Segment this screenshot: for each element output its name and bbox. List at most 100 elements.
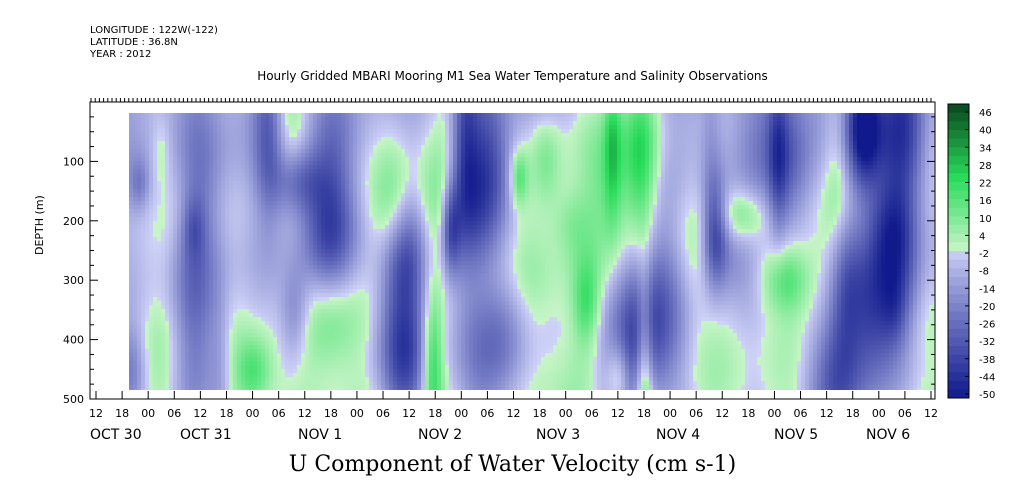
heatmap-cell: [269, 325, 273, 329]
heatmap-cell: [145, 381, 149, 385]
heatmap-cell: [193, 213, 197, 217]
heatmap-cell: [385, 261, 389, 265]
heatmap-cell: [401, 337, 405, 341]
heatmap-cell: [401, 369, 405, 373]
heatmap-cell: [193, 141, 197, 145]
heatmap-cell: [129, 153, 133, 157]
heatmap-cell: [213, 309, 217, 313]
heatmap-cell: [405, 389, 409, 390]
heatmap-cell: [269, 141, 273, 145]
heatmap-cell: [405, 373, 409, 377]
heatmap-cell: [369, 149, 373, 153]
heatmap-cell: [221, 289, 225, 293]
heatmap-cell: [241, 149, 245, 153]
heatmap-cell: [305, 285, 309, 289]
heatmap-cell: [177, 185, 181, 189]
heatmap-cell: [397, 137, 401, 141]
heatmap-cell: [241, 321, 245, 325]
heatmap-cell: [313, 257, 317, 261]
heatmap-cell: [373, 205, 377, 209]
heatmap-cell: [201, 281, 205, 285]
heatmap-cell: [181, 321, 185, 325]
heatmap-cell: [205, 193, 209, 197]
heatmap-cell: [185, 237, 189, 241]
heatmap-cell: [169, 177, 173, 181]
heatmap-cell: [261, 373, 265, 377]
heatmap-cell: [357, 285, 361, 289]
heatmap-cell: [205, 205, 209, 209]
heatmap-cell: [205, 281, 209, 285]
heatmap-cell: [329, 177, 333, 181]
heatmap-cell: [393, 193, 397, 197]
heatmap-cell: [309, 177, 313, 181]
heatmap-cell: [373, 201, 377, 205]
heatmap-cell: [245, 177, 249, 181]
heatmap-cell: [249, 153, 253, 157]
heatmap-cell: [369, 353, 373, 357]
heatmap-cell: [305, 317, 309, 321]
heatmap-cell: [161, 205, 165, 209]
heatmap-cell: [149, 153, 153, 157]
heatmap-cell: [385, 333, 389, 337]
heatmap-cell: [361, 157, 365, 161]
heatmap-cell: [297, 293, 301, 297]
heatmap-cell: [193, 181, 197, 185]
heatmap-cell: [261, 117, 265, 121]
heatmap-cell: [181, 225, 185, 229]
heatmap-cell: [301, 353, 305, 357]
heatmap-cell: [333, 289, 337, 293]
heatmap-cell: [245, 277, 249, 281]
heatmap-cell: [313, 321, 317, 325]
heatmap-cell: [361, 337, 365, 341]
heatmap-cell: [293, 201, 297, 205]
heatmap-cell: [273, 149, 277, 153]
heatmap-cell: [405, 137, 409, 141]
heatmap-cell: [253, 349, 257, 353]
heatmap-cell: [245, 305, 249, 309]
heatmap-cell: [393, 273, 397, 277]
heatmap-cell: [281, 229, 285, 233]
heatmap-cell: [373, 297, 377, 301]
heatmap-cell: [357, 205, 361, 209]
heatmap-cell: [233, 357, 237, 361]
heatmap-cell: [233, 261, 237, 265]
heatmap-cell: [269, 289, 273, 293]
heatmap-cell: [321, 233, 325, 237]
heatmap-cell: [181, 389, 185, 390]
heatmap-cell: [325, 213, 329, 217]
heatmap-cell: [273, 293, 277, 297]
heatmap-cell: [265, 233, 269, 237]
heatmap-cell: [261, 361, 265, 365]
heatmap-cell: [405, 313, 409, 317]
heatmap-cell: [401, 261, 405, 265]
heatmap-cell: [305, 333, 309, 337]
heatmap-cell: [153, 317, 157, 321]
heatmap-cell: [397, 201, 401, 205]
heatmap-cell: [141, 329, 145, 333]
heatmap-cell: [161, 209, 165, 213]
heatmap-cell: [225, 357, 229, 361]
heatmap-cell: [353, 309, 357, 313]
heatmap-cell: [165, 365, 169, 369]
heatmap-cell: [305, 357, 309, 361]
heatmap-cell: [237, 373, 241, 377]
heatmap-cell: [393, 341, 397, 345]
heatmap-cell: [253, 309, 257, 313]
heatmap-cell: [333, 349, 337, 353]
heatmap-cell: [221, 157, 225, 161]
heatmap-cell: [409, 173, 413, 177]
heatmap-cell: [293, 253, 297, 257]
heatmap-cell: [245, 273, 249, 277]
heatmap-cell: [305, 301, 309, 305]
heatmap-cell: [177, 305, 181, 309]
heatmap-cell: [253, 257, 257, 261]
heatmap-cell: [301, 201, 305, 205]
heatmap-cell: [245, 125, 249, 129]
heatmap-cell: [177, 205, 181, 209]
heatmap-cell: [377, 237, 381, 241]
heatmap-cell: [321, 357, 325, 361]
heatmap-cell: [217, 341, 221, 345]
heatmap-cell: [217, 181, 221, 185]
heatmap-cell: [209, 257, 213, 261]
heatmap-cell: [169, 189, 173, 193]
